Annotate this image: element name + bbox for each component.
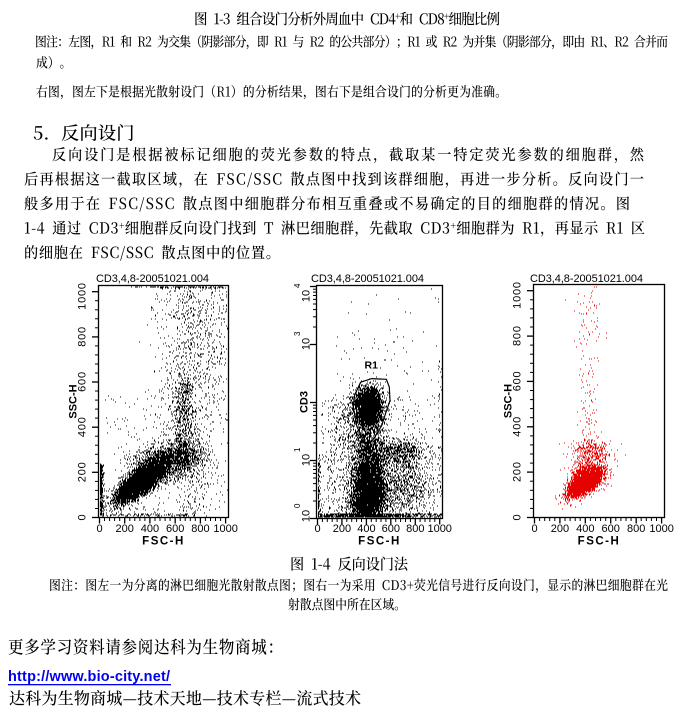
svg-text:200: 200 — [77, 461, 89, 482]
svg-text:10: 10 — [301, 290, 313, 302]
svg-text:1000: 1000 — [77, 282, 89, 310]
svg-text:SSC-H: SSC-H — [68, 384, 80, 418]
svg-text:CD3,4,8-20051021.004: CD3,4,8-20051021.004 — [311, 273, 424, 285]
svg-text:1000: 1000 — [512, 281, 524, 309]
svg-text:800: 800 — [406, 523, 424, 535]
svg-text:800: 800 — [77, 326, 89, 347]
svg-text:http://www.bio-city.net/: http://www.bio-city.net/ — [8, 669, 170, 685]
svg-text:0: 0 — [531, 523, 537, 535]
svg-text:400: 400 — [512, 416, 524, 437]
svg-text:3: 3 — [293, 331, 302, 336]
svg-text:600: 600 — [382, 523, 400, 535]
svg-text:200: 200 — [333, 523, 351, 535]
svg-text:0: 0 — [512, 514, 524, 521]
svg-text:200: 200 — [116, 523, 134, 535]
svg-text:200: 200 — [551, 523, 569, 535]
svg-text:800: 800 — [191, 523, 209, 535]
svg-text:800: 800 — [627, 523, 645, 535]
svg-text:0: 0 — [77, 514, 89, 521]
svg-text:1000: 1000 — [427, 523, 451, 535]
svg-text:10: 10 — [301, 454, 313, 466]
svg-text:1000: 1000 — [213, 523, 237, 535]
svg-text:FSC-H: FSC-H — [578, 535, 621, 547]
svg-text:R1: R1 — [365, 360, 379, 372]
svg-text:1000: 1000 — [649, 523, 673, 535]
svg-text:FSC-H: FSC-H — [142, 535, 185, 547]
svg-text:400: 400 — [141, 523, 159, 535]
svg-text:600: 600 — [512, 371, 524, 392]
svg-text:FSC-H: FSC-H — [358, 535, 401, 547]
svg-text:10: 10 — [301, 510, 313, 522]
svg-text:400: 400 — [77, 416, 89, 437]
svg-text:0: 0 — [314, 523, 320, 535]
svg-text:0: 0 — [96, 523, 102, 535]
svg-text:CD3,4,8-20051021.004: CD3,4,8-20051021.004 — [530, 273, 643, 285]
svg-text:SSC-H: SSC-H — [503, 384, 515, 418]
svg-text:200: 200 — [512, 461, 524, 482]
svg-text:4: 4 — [293, 283, 302, 288]
svg-text:10: 10 — [301, 338, 313, 350]
svg-text:400: 400 — [576, 523, 594, 535]
svg-text:1: 1 — [293, 447, 302, 452]
svg-text:600: 600 — [166, 523, 184, 535]
svg-text:600: 600 — [602, 523, 620, 535]
svg-text:CD3: CD3 — [299, 391, 311, 413]
svg-text:CD3,4,8-20051021.004: CD3,4,8-20051021.004 — [96, 273, 209, 285]
svg-text:600: 600 — [77, 371, 89, 392]
svg-text:0: 0 — [293, 503, 302, 508]
svg-text:400: 400 — [357, 523, 375, 535]
svg-text:800: 800 — [512, 325, 524, 346]
